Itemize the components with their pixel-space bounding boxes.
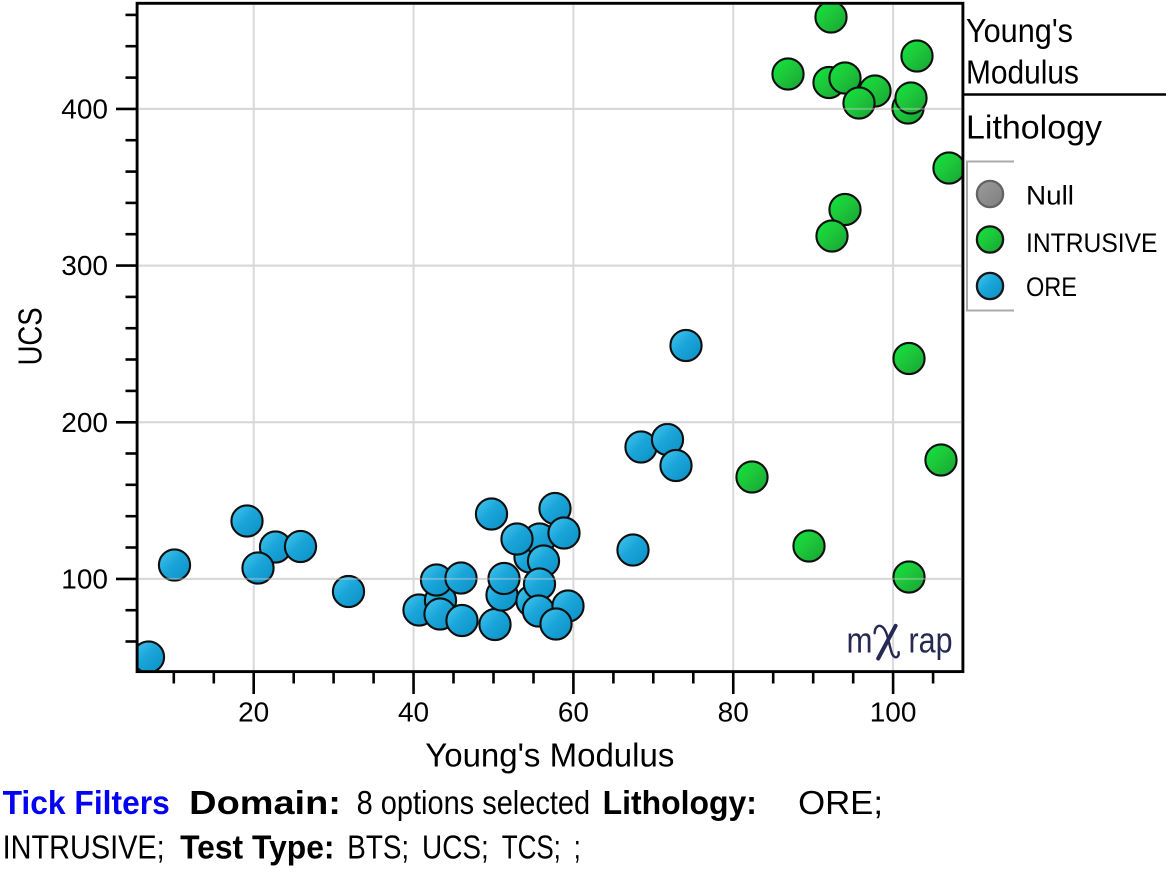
svg-text:BTS;: BTS; (347, 830, 409, 867)
svg-text:UCS;: UCS; (422, 830, 489, 867)
svg-text:80: 80 (718, 697, 749, 728)
svg-text:200: 200 (61, 407, 108, 438)
svg-text:Test Type:: Test Type: (180, 830, 334, 867)
svg-text:20: 20 (238, 697, 269, 728)
svg-text:ORE: ORE (1026, 272, 1077, 302)
svg-text:60: 60 (558, 697, 589, 728)
svg-text:ORE;: ORE; (798, 785, 883, 822)
svg-text:m: m (847, 620, 873, 661)
svg-text:Young's Modulus: Young's Modulus (425, 737, 674, 774)
svg-text:Tick Filters: Tick Filters (3, 785, 170, 822)
svg-text:rap: rap (909, 620, 953, 661)
svg-text:Domain:: Domain: (189, 785, 341, 822)
svg-text:300: 300 (61, 250, 108, 281)
svg-text:INTRUSIVE;: INTRUSIVE; (3, 830, 165, 867)
svg-text:Lithology: Lithology (966, 108, 1103, 145)
svg-text:INTRUSIVE: INTRUSIVE (1026, 228, 1158, 258)
svg-text:100: 100 (61, 563, 108, 594)
svg-text:Modulus: Modulus (966, 54, 1079, 91)
svg-text:UCS: UCS (12, 307, 49, 365)
svg-text:400: 400 (61, 93, 108, 124)
svg-text:Lithology:: Lithology: (603, 785, 757, 822)
svg-text:40: 40 (398, 697, 429, 728)
svg-text:8 options selected: 8 options selected (357, 785, 590, 822)
svg-text:100: 100 (870, 697, 917, 728)
svg-text:Null: Null (1026, 181, 1074, 211)
svg-text:TCS;: TCS; (502, 830, 561, 867)
svg-text:Young's: Young's (966, 12, 1073, 49)
svg-text:;: ; (574, 830, 581, 867)
